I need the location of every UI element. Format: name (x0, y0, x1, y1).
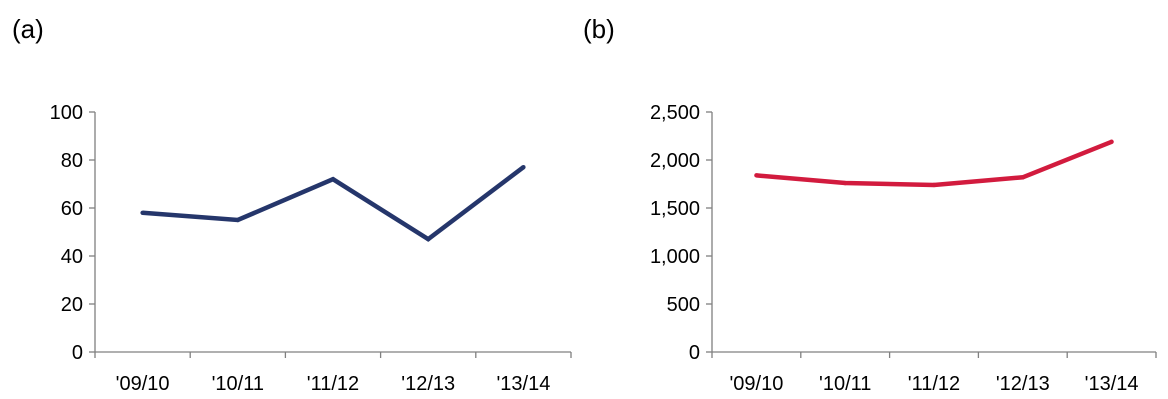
data-point (235, 217, 240, 223)
x-tick-label: '11/12 (307, 373, 359, 395)
y-tick-label: 2,500 (650, 102, 700, 124)
y-tick-label: 100 (50, 102, 83, 124)
y-tick-label: 0 (72, 342, 83, 364)
y-tick-label: 60 (61, 198, 83, 220)
y-tick-label: 1,000 (650, 246, 700, 268)
chart-b: 0 500 1,000 1,500 2,000 2,500 '09/10 '10/11 '11/… (650, 102, 1157, 395)
chart-a: 0 20 40 60 80 100 '09/10 '10/11 '11/12 '12/13 '13/… (50, 102, 572, 395)
panel-b-label: (b) (583, 14, 615, 44)
data-point (931, 182, 937, 188)
y-tick-label: 40 (61, 246, 83, 268)
data-point (521, 165, 526, 170)
y-tick-label: 80 (61, 150, 83, 172)
y-tick-label: 2,000 (650, 150, 700, 172)
x-tick-label: '10/11 (212, 373, 264, 395)
data-point (426, 237, 431, 242)
x-tick-label: '12/13 (996, 373, 1050, 395)
x-tick-label: '09/10 (729, 373, 783, 395)
x-tick-label: '09/10 (116, 373, 170, 395)
x-tick-label: '12/13 (401, 373, 455, 395)
data-point (754, 173, 759, 178)
x-tick-label: '13/14 (496, 373, 550, 395)
data-point (140, 210, 145, 215)
y-tick-label: 1,500 (650, 198, 700, 220)
data-point (843, 180, 848, 186)
y-tick-label: 20 (61, 294, 83, 316)
y-tick-label: 500 (667, 294, 700, 316)
panel-a-label: (a) (12, 14, 44, 44)
series-line (756, 139, 1113, 188)
data-point (1020, 175, 1025, 180)
x-tick-label: '13/14 (1085, 373, 1139, 395)
data-point (330, 177, 336, 182)
data-point (1109, 139, 1114, 144)
x-tick-label: '11/12 (908, 373, 960, 395)
x-tick-label: '10/11 (819, 373, 871, 395)
y-tick-label: 0 (689, 342, 700, 364)
